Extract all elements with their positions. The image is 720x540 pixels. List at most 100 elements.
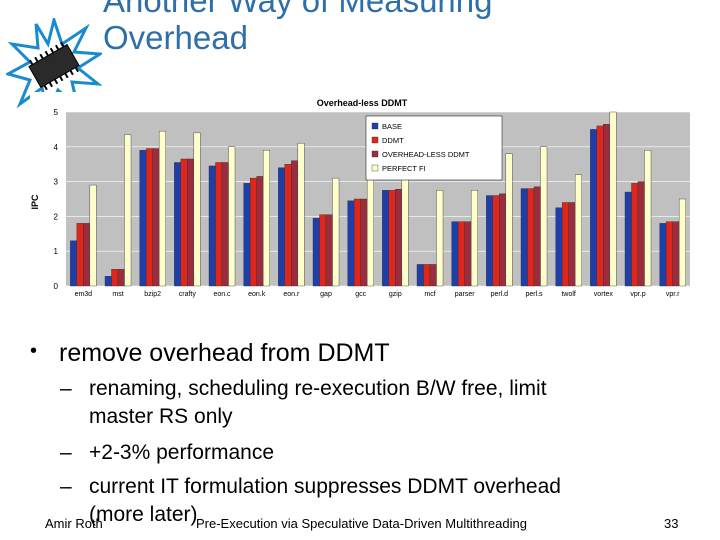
bar-mst-ddmt bbox=[111, 269, 119, 287]
legend-label: OVERHEAD-LESS DDMT bbox=[382, 150, 470, 159]
footer-title: Pre-Execution via Speculative Data-Drive… bbox=[196, 516, 527, 531]
sub-bullet-3-continued: (more later) bbox=[89, 500, 198, 530]
bar-mcf-perfect-fi bbox=[436, 190, 444, 287]
slide-title: Another Way of Measuring Overhead bbox=[103, 0, 492, 56]
bullet-mark: • bbox=[30, 340, 38, 362]
bar-perl.d-perfect-fi bbox=[505, 153, 513, 287]
y-tick-label: 0 bbox=[54, 282, 59, 291]
legend-label: DDMT bbox=[382, 136, 404, 145]
sub-bullet-1-continued: master RS only bbox=[89, 402, 233, 432]
bar-vpr.r-base bbox=[659, 223, 667, 287]
x-tick-label: gzip bbox=[389, 291, 402, 298]
x-tick-label: mst bbox=[112, 291, 123, 298]
sub-dash: – bbox=[60, 475, 72, 498]
bar-crafty-overhead-less-ddmt bbox=[187, 158, 195, 287]
title-line-1: Another Way of Measuring bbox=[103, 0, 493, 19]
bar-eon.r-ddmt bbox=[284, 163, 292, 287]
bar-vortex-base bbox=[590, 129, 598, 287]
bar-em3d-ddmt bbox=[76, 223, 84, 287]
bar-bzip2-perfect-fi bbox=[158, 130, 166, 287]
bar-twolf-overhead-less-ddmt bbox=[568, 202, 576, 287]
x-tick-label: perl.d bbox=[491, 291, 509, 298]
bar-parser-ddmt bbox=[457, 221, 465, 287]
bar-eon.k-base bbox=[243, 183, 251, 287]
bar-twolf-ddmt bbox=[561, 202, 569, 287]
x-tick-label: bzip2 bbox=[144, 291, 161, 298]
bar-mcf-overhead-less-ddmt bbox=[429, 264, 437, 287]
bar-twolf-perfect-fi bbox=[574, 174, 582, 287]
bar-vortex-perfect-fi bbox=[609, 111, 617, 287]
legend-label: BASE bbox=[382, 122, 402, 131]
bar-vpr.r-perfect-fi bbox=[678, 198, 686, 287]
bar-parser-base bbox=[451, 221, 459, 287]
bar-crafty-perfect-fi bbox=[193, 132, 201, 287]
bar-gap-ddmt bbox=[319, 214, 327, 287]
bar-vortex-overhead-less-ddmt bbox=[603, 123, 611, 287]
bar-eon.c-ddmt bbox=[215, 162, 223, 287]
bar-mcf-base bbox=[416, 264, 424, 287]
bar-crafty-base bbox=[174, 162, 182, 287]
bar-perl.s-perfect-fi bbox=[540, 146, 548, 287]
sub-bullet-2: – +2-3% performance bbox=[60, 438, 274, 468]
sub-text-1: renaming, scheduling re-execution B/W fr… bbox=[89, 377, 547, 400]
bar-parser-perfect-fi bbox=[470, 190, 478, 287]
bar-vpr.p-perfect-fi bbox=[644, 150, 652, 287]
bar-eon.k-perfect-fi bbox=[262, 150, 270, 287]
x-tick-label: eon.r bbox=[283, 291, 300, 298]
chip-starburst-icon bbox=[6, 18, 102, 114]
bar-perl.s-ddmt bbox=[527, 188, 535, 287]
x-tick-label: gap bbox=[320, 291, 332, 298]
y-tick-label: 3 bbox=[54, 178, 59, 187]
bar-bzip2-base bbox=[139, 150, 147, 287]
bar-eon.k-ddmt bbox=[249, 177, 257, 287]
bar-mst-base bbox=[104, 276, 112, 287]
sub-text-3: current IT formulation suppresses DDMT o… bbox=[89, 475, 561, 498]
bar-vortex-ddmt bbox=[596, 125, 604, 287]
x-tick-label: vpr.r bbox=[666, 291, 680, 298]
bar-gap-overhead-less-ddmt bbox=[325, 214, 333, 287]
legend-swatch bbox=[371, 164, 379, 172]
footer-author: Amir Roth bbox=[45, 516, 103, 531]
bar-eon.k-overhead-less-ddmt bbox=[256, 176, 264, 287]
bullet-text: remove overhead from DDMT bbox=[59, 339, 390, 367]
y-tick-label: 2 bbox=[54, 212, 59, 221]
sub-dash: – bbox=[60, 377, 72, 400]
x-tick-label: gcc bbox=[355, 291, 366, 298]
title-line-2: Overhead bbox=[103, 19, 248, 56]
bar-eon.c-base bbox=[208, 165, 216, 287]
ipc-bar-chart: Overhead-less DDMT IPC 0 1 2 3 4 5 em3d mst bzi… bbox=[30, 92, 690, 320]
x-tick-label: eon.c bbox=[213, 291, 231, 298]
legend-swatch bbox=[371, 150, 379, 158]
bar-perl.s-base bbox=[520, 188, 528, 287]
bar-gcc-overhead-less-ddmt bbox=[360, 198, 368, 287]
bar-gap-perfect-fi bbox=[332, 177, 340, 287]
bar-perl.d-overhead-less-ddmt bbox=[499, 193, 507, 287]
bar-gzip-ddmt bbox=[388, 190, 396, 287]
legend-swatch bbox=[371, 136, 379, 144]
bar-eon.r-overhead-less-ddmt bbox=[291, 160, 299, 287]
y-tick-label: 5 bbox=[54, 108, 59, 117]
sub-bullet-3: – current IT formulation suppresses DDMT… bbox=[60, 472, 561, 502]
sub-dash: – bbox=[60, 441, 72, 464]
chart-title: Overhead-less DDMT bbox=[317, 98, 408, 108]
y-tick-label: 1 bbox=[54, 247, 59, 256]
bar-gzip-overhead-less-ddmt bbox=[395, 189, 403, 287]
y-tick-label: 4 bbox=[54, 143, 59, 152]
bar-gcc-perfect-fi bbox=[366, 165, 374, 287]
bar-eon.r-perfect-fi bbox=[297, 143, 305, 287]
bar-gap-base bbox=[312, 217, 320, 287]
bar-em3d-perfect-fi bbox=[89, 184, 97, 287]
x-tick-label: crafty bbox=[179, 291, 197, 298]
bar-em3d-overhead-less-ddmt bbox=[83, 223, 91, 287]
bar-gcc-base bbox=[347, 200, 355, 287]
bar-bzip2-overhead-less-ddmt bbox=[152, 148, 160, 287]
x-tick-label: vortex bbox=[594, 291, 614, 298]
legend-box bbox=[365, 115, 503, 181]
bar-vpr.p-ddmt bbox=[631, 183, 639, 287]
bar-perl.d-ddmt bbox=[492, 195, 500, 287]
bar-vpr.r-ddmt bbox=[665, 221, 673, 287]
x-tick-label: perl.s bbox=[525, 291, 543, 298]
sub-bullet-1: – renaming, scheduling re-execution B/W … bbox=[60, 374, 547, 404]
bar-gzip-perfect-fi bbox=[401, 162, 409, 287]
x-tick-label: twolf bbox=[561, 291, 575, 298]
